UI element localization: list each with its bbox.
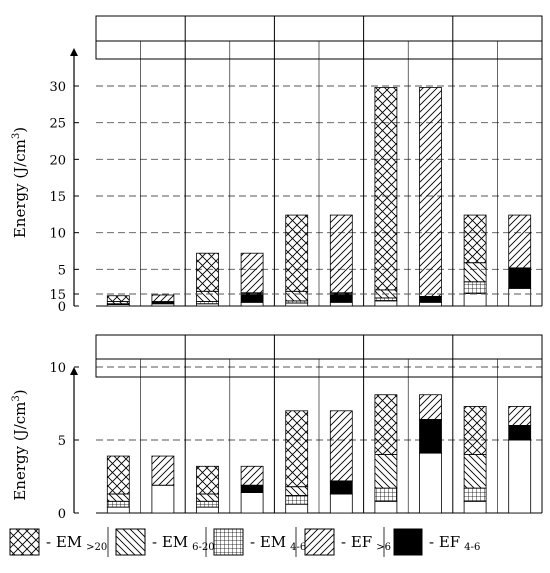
bar-segment-em20 xyxy=(196,252,219,292)
bar-segment-white xyxy=(240,301,264,307)
y-tick-label: 10 xyxy=(49,361,66,376)
bar-segment-ef46 xyxy=(508,424,532,441)
bar-segment-ef46 xyxy=(508,267,532,289)
bar-segment-white xyxy=(419,301,442,307)
bar-segment-em46 xyxy=(463,281,487,294)
legend-swatch-em20 xyxy=(9,528,40,556)
legend-swatch-ef46 xyxy=(393,528,423,556)
bar-segment-em20 xyxy=(463,214,487,264)
bar-segment-em620 xyxy=(463,262,487,283)
bar-segment-ef6 xyxy=(419,394,442,420)
bar-segment-ef6 xyxy=(240,465,264,486)
bar-segment-white xyxy=(374,300,398,307)
bar-segment-em46 xyxy=(374,297,398,302)
bar-segment-em620 xyxy=(106,493,130,502)
bar-segment-em20 xyxy=(106,455,130,495)
bar-segment-ef6 xyxy=(419,87,442,297)
y-axis-title: Energy (J/cm3) xyxy=(11,389,29,500)
legend-label-ef6: - EF >6 xyxy=(341,533,391,553)
bar-segment-em46 xyxy=(374,487,398,502)
bar-segment-em20 xyxy=(285,410,309,488)
legend-label-em20: - EM >20 xyxy=(46,533,107,553)
bar-segment-white xyxy=(285,503,309,514)
bar-segment-ef6 xyxy=(508,406,532,426)
bar-segment-white xyxy=(329,301,353,307)
bar-segment-ef6 xyxy=(508,214,532,269)
y-tick-label: 15 xyxy=(49,190,66,205)
bar-segment-white xyxy=(508,439,532,514)
y-tick-label: 30 xyxy=(49,80,66,95)
bar-segment-em620 xyxy=(374,454,398,489)
bar-segment-white xyxy=(196,506,219,514)
bar-segment-ef46 xyxy=(329,480,353,495)
bar-segment-em20 xyxy=(106,295,130,303)
bar-segment-em46 xyxy=(285,495,309,505)
bar-segment-em20 xyxy=(196,465,219,495)
bar-segment-em46 xyxy=(463,487,487,502)
bar-segment-em620 xyxy=(463,454,487,489)
bar-segment-white xyxy=(151,484,175,514)
y-axis-arrow xyxy=(70,48,78,56)
bar-segment-white xyxy=(106,506,130,514)
bar-segment-ef46 xyxy=(419,419,442,454)
bar-segment-ef6 xyxy=(329,214,353,294)
bar-segment-white xyxy=(240,492,264,514)
y-tick-label: 25 xyxy=(49,117,66,132)
legend-label-ef46: - EF 4-6 xyxy=(429,533,480,553)
bar-segment-white xyxy=(285,302,309,307)
bar-segment-ef46 xyxy=(419,296,442,303)
y-axis-arrow xyxy=(70,367,78,375)
bar-segment-em20 xyxy=(374,87,398,291)
y-tick-label: 10 xyxy=(49,227,66,242)
bar-segment-white xyxy=(463,500,487,514)
bar-segment-em620 xyxy=(285,486,309,496)
y-tick-label: 0 xyxy=(58,300,66,315)
legend-label-em46: - EM 4-6 xyxy=(250,533,306,553)
bar-segment-white xyxy=(374,500,398,514)
bar-segment-em46 xyxy=(196,500,219,508)
y-tick-label: 20 xyxy=(49,153,66,168)
legend-swatch-em46 xyxy=(213,528,244,556)
bar-segment-white xyxy=(463,293,487,307)
bar-segment-em620 xyxy=(285,290,309,302)
bar-segment-em20 xyxy=(463,406,487,456)
bar-segment-white xyxy=(329,493,353,514)
legend-label-em620: - EM 6-20 xyxy=(152,533,215,553)
y-tick-label: 15 xyxy=(49,288,66,303)
bar-segment-ef6 xyxy=(329,410,353,482)
legend-swatch-ef6 xyxy=(304,528,335,556)
bar-segment-ef6 xyxy=(151,294,175,303)
y-tick-label: 5 xyxy=(58,434,66,449)
bar-segment-white xyxy=(419,452,442,514)
bar-segment-em46 xyxy=(106,500,130,508)
bar-segment-em20 xyxy=(285,214,309,292)
y-axis-title: Energy (J/cm3) xyxy=(11,127,29,238)
legend-swatch-em620 xyxy=(115,528,146,556)
bar-segment-white xyxy=(508,288,532,307)
bar-segment-ef46 xyxy=(240,484,264,493)
y-tick-label: 0 xyxy=(58,507,66,522)
y-tick-label: 5 xyxy=(58,263,66,278)
bar-segment-em620 xyxy=(196,290,219,303)
bar-segment-ef6 xyxy=(240,252,264,294)
bar-segment-em20 xyxy=(374,394,398,455)
bar-segment-ef6 xyxy=(151,455,175,486)
bar-segment-em620 xyxy=(196,493,219,502)
